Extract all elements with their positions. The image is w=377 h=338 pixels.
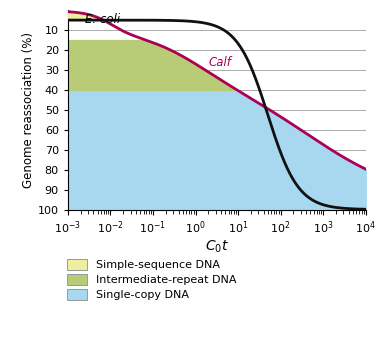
Text: Calf: Calf [208,56,231,69]
Text: E. coli: E. coli [85,13,120,26]
X-axis label: $C_0t$: $C_0t$ [205,239,229,255]
Legend: Simple-sequence DNA, Intermediate-repeat DNA, Single-copy DNA: Simple-sequence DNA, Intermediate-repeat… [67,259,237,300]
Y-axis label: Genome reassociation (%): Genome reassociation (%) [22,32,35,188]
